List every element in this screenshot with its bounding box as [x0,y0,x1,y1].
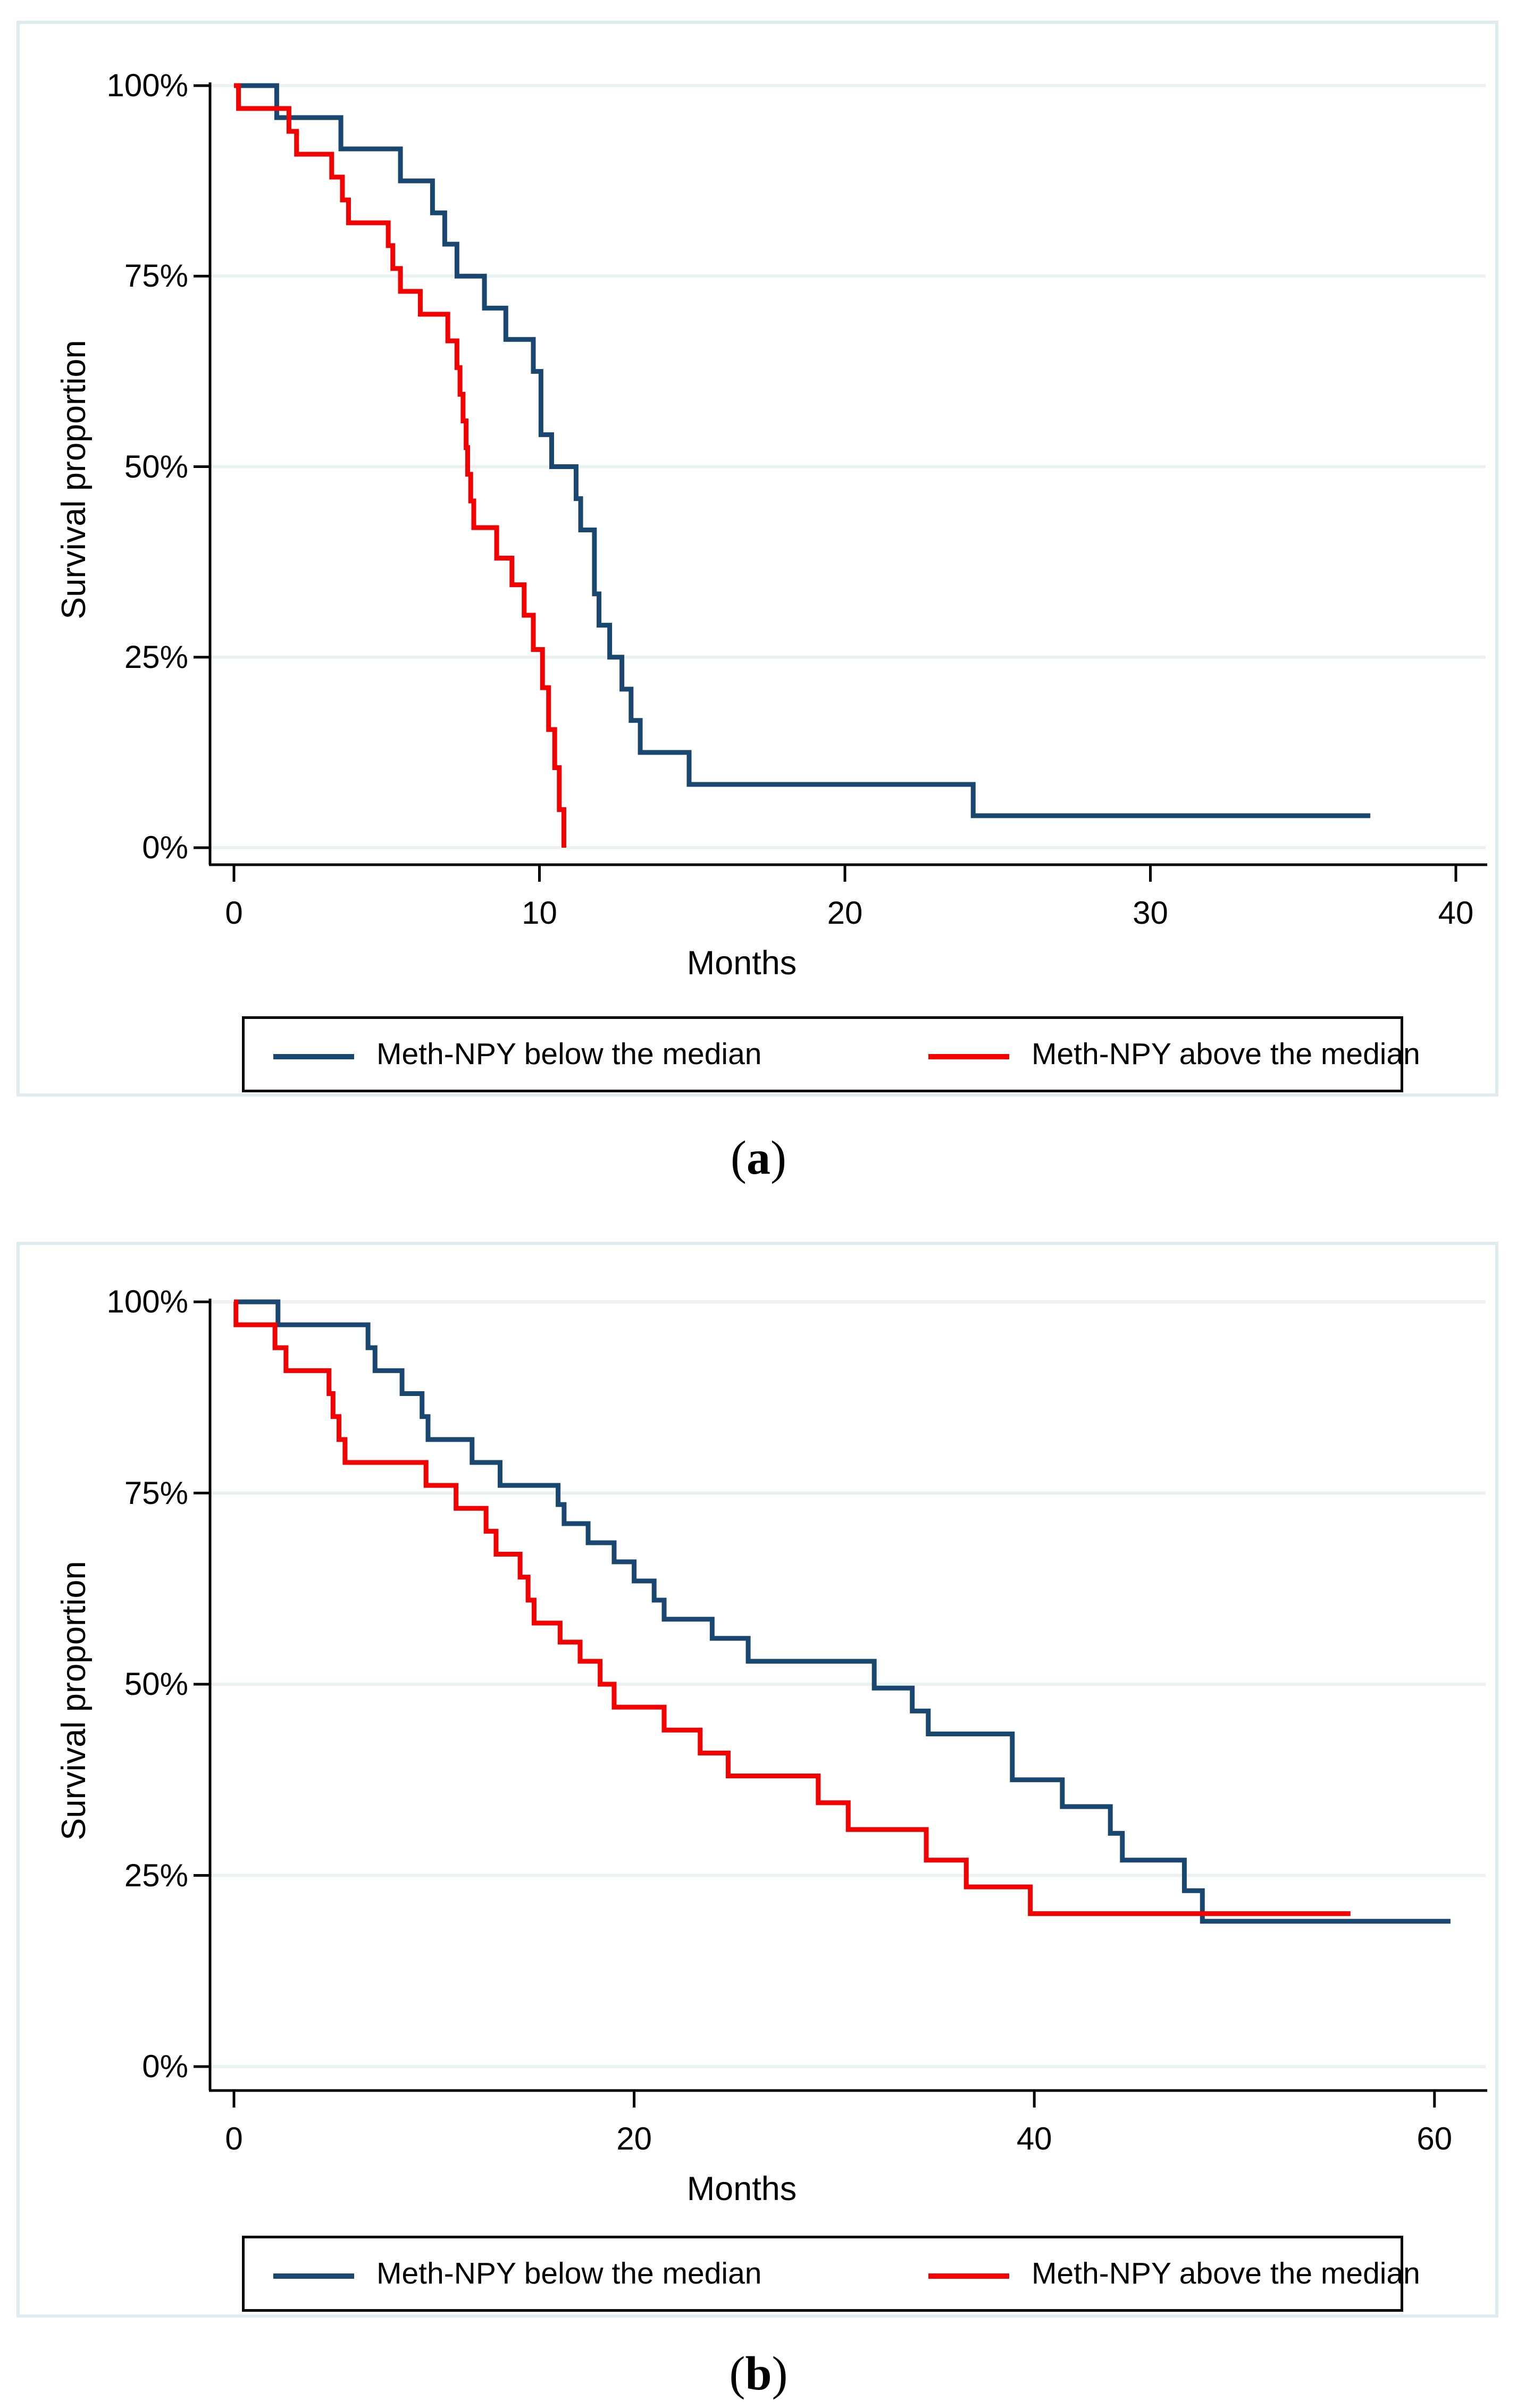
y-tick-label: 100% [106,68,188,103]
y-tick-label: 50% [124,448,188,484]
legend-swatch-below-median [273,2273,354,2279]
x-tick-label: 40 [1438,895,1474,931]
x-tick-label: 60 [1417,2121,1453,2156]
legend-label-below-median: Meth-NPY below the median [376,2256,762,2290]
panel-b-label: (b) [729,2347,788,2400]
x-axis-title-a: Months [686,944,797,982]
legend-label-below-median: Meth-NPY below the median [376,1037,762,1071]
legend-swatch-above-median [928,2273,1009,2279]
km-plot-b [194,1299,1487,2108]
km-plot-a [194,82,1487,882]
y-tick-label: 0% [142,2049,188,2084]
legend-a: Meth-NPY below the median Meth-NPY above… [242,1016,1420,1092]
x-tick-label: 40 [1016,2121,1052,2156]
km-curve-above-median [234,83,566,848]
y-tick-label: 50% [124,1666,188,1702]
legend-label-above-median: Meth-NPY above the median [1032,2256,1420,2290]
y-tick-label: 75% [124,1475,188,1511]
x-tick-label: 20 [827,895,863,931]
km-curve-below-median [234,83,1371,818]
x-tick-label: 20 [616,2121,652,2156]
y-tick-label: 25% [124,639,188,675]
x-tick-label: 30 [1133,895,1168,931]
km-curve-above-median [233,1299,1351,1916]
x-tick-label: 0 [225,2121,243,2156]
km-curve-below-median [234,1299,1451,1924]
legend-label-above-median: Meth-NPY above the median [1032,1037,1420,1071]
legend-b: Meth-NPY below the median Meth-NPY above… [242,2236,1420,2312]
panel-a: Survival proportion Months 100% 75% 50% 25%… [16,21,1498,1097]
y-tick-label: 25% [124,1857,188,1893]
legend-swatch-above-median [928,1054,1009,1059]
x-tick-label: 10 [522,895,557,931]
x-axis-title-b: Months [686,2170,797,2208]
y-tick-label: 100% [106,1284,188,1319]
x-tick-label: 0 [225,895,243,931]
y-tick-label: 75% [124,258,188,294]
y-tick-label: 0% [142,830,188,865]
legend-swatch-below-median [273,1054,354,1059]
panel-b: Survival proportion Months 100% 75% 50% 25%… [16,1242,1498,2318]
panel-a-label: (a) [731,1132,786,1184]
